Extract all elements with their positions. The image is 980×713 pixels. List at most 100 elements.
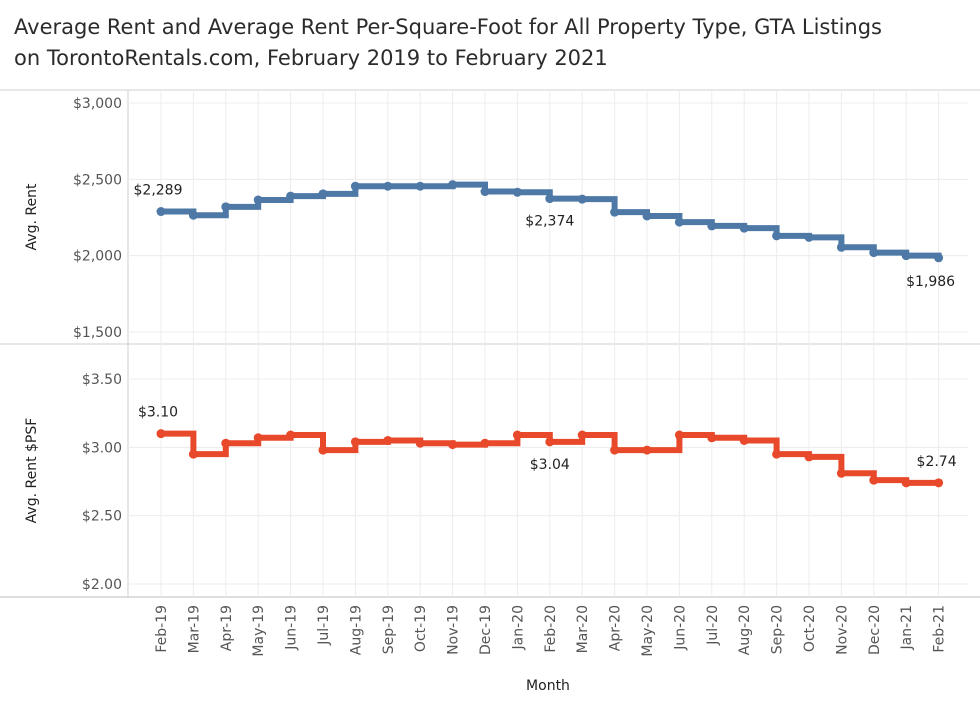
data-point [350, 437, 360, 447]
x-tick-label: Oct-19 [413, 605, 429, 652]
data-point [642, 211, 652, 221]
data-point [739, 223, 749, 233]
data-point [318, 189, 328, 199]
x-tick-label: Feb-20 [543, 605, 559, 653]
data-point [480, 438, 490, 448]
data-label: $1,986 [906, 274, 955, 290]
data-point [739, 436, 749, 445]
data-label: $3.04 [530, 457, 570, 473]
data-point [836, 468, 846, 478]
chart-title: Average Rent and Average Rent Per-Square… [14, 12, 974, 74]
data-label: $2,289 [134, 183, 183, 199]
x-tick-label: Oct-20 [802, 605, 818, 652]
data-point [188, 449, 198, 459]
data-point [901, 251, 911, 261]
y-axis-title: Avg. Rent $PSF [24, 418, 40, 524]
x-tick-label: Feb-19 [154, 605, 170, 653]
y-tick-label: $2.00 [82, 577, 122, 593]
data-point [286, 430, 296, 440]
data-point [448, 440, 458, 450]
y-tick-label: $2,000 [73, 249, 122, 265]
chart-title-line-2: on TorontoRentals.com, February 2019 to … [14, 46, 608, 70]
data-point [188, 210, 198, 220]
x-tick-label: May-19 [251, 605, 267, 657]
data-point [836, 242, 846, 252]
data-point [383, 436, 393, 445]
data-point [869, 248, 879, 258]
data-point [286, 191, 296, 201]
x-tick-label: May-20 [640, 605, 656, 657]
chart-panels: $1,500 $2,000 $2,500 $3,000 Avg. Rent $2,289 $… [24, 96, 968, 593]
data-point [577, 430, 587, 440]
gridlines [160, 90, 940, 597]
y-tick-label: $3.50 [82, 372, 122, 388]
data-point [674, 217, 684, 227]
x-tick-label: Jan-21 [899, 605, 915, 650]
data-point [642, 445, 652, 455]
x-tick-label: Nov-19 [446, 605, 462, 655]
data-point [577, 194, 587, 204]
x-axis-title: Month [526, 678, 570, 694]
data-point [415, 438, 425, 448]
data-point [674, 430, 684, 440]
data-point [934, 253, 944, 263]
x-tick-label: Jan-20 [510, 605, 526, 650]
panel-1: $1,500 $2,000 $2,500 $3,000 Avg. Rent $2,289 $… [24, 96, 968, 341]
x-tick-label: Jun-19 [284, 605, 300, 651]
data-point [610, 445, 620, 455]
data-point [772, 449, 782, 459]
y-axis-title: Avg. Rent [24, 183, 40, 250]
chart-frame [0, 89, 980, 598]
data-point [934, 478, 944, 488]
panel-2: $2.00 $2.50 $3.00 $3.50 Avg. Rent $PSF $3.10 $… [24, 372, 968, 593]
y-tick-label: $1,500 [73, 325, 122, 341]
data-point [772, 231, 782, 241]
data-point [480, 187, 490, 197]
y-tick-label: $2.50 [82, 509, 122, 525]
data-point [610, 207, 620, 217]
y-tick-label: $3,000 [73, 96, 122, 112]
x-tick-label: Jul-20 [705, 605, 721, 646]
x-tick-label: Aug-20 [737, 605, 753, 655]
data-point [350, 181, 360, 191]
y-tick-label: $3.00 [82, 440, 122, 456]
data-point [512, 430, 522, 440]
data-point [253, 433, 263, 443]
y-tick-label: $2,500 [73, 172, 122, 188]
data-point [221, 438, 231, 448]
data-point [804, 452, 814, 462]
data-point [318, 445, 328, 455]
data-label: $3.10 [138, 405, 178, 421]
data-point [383, 181, 393, 191]
x-tick-label: Dec-19 [478, 605, 494, 655]
data-point [804, 232, 814, 242]
x-tick-label: Feb-21 [932, 605, 948, 653]
data-point [512, 187, 522, 197]
x-tick-label: Apr-19 [219, 605, 235, 651]
chart-title-line-1: Average Rent and Average Rent Per-Square… [14, 15, 882, 39]
x-tick-label: Nov-20 [834, 605, 850, 655]
x-tick-label: Jul-19 [316, 605, 332, 646]
x-tick-label: Jun-20 [672, 605, 688, 651]
data-point [545, 437, 555, 447]
data-point [156, 429, 166, 439]
data-point [901, 478, 911, 488]
x-tick-label: Dec-20 [867, 605, 883, 655]
data-point [253, 195, 263, 205]
data-point [448, 180, 458, 190]
x-tick-label: Sep-19 [381, 605, 397, 654]
data-point [707, 433, 717, 443]
x-tick-label: Apr-20 [608, 605, 624, 651]
x-tick-label: Sep-20 [770, 605, 786, 654]
data-point [415, 181, 425, 191]
x-tick-label: Mar-19 [186, 605, 202, 653]
data-point [545, 194, 555, 204]
data-point [221, 202, 231, 212]
x-tick-label: Aug-19 [348, 605, 364, 655]
data-point [156, 207, 166, 217]
x-tick-label: Mar-20 [575, 605, 591, 653]
x-axis: Feb-19 Mar-19 Apr-19 May-19 Jun-19 Jul-19 Aug-… [154, 605, 948, 694]
data-point [707, 221, 717, 231]
data-point [869, 475, 879, 485]
